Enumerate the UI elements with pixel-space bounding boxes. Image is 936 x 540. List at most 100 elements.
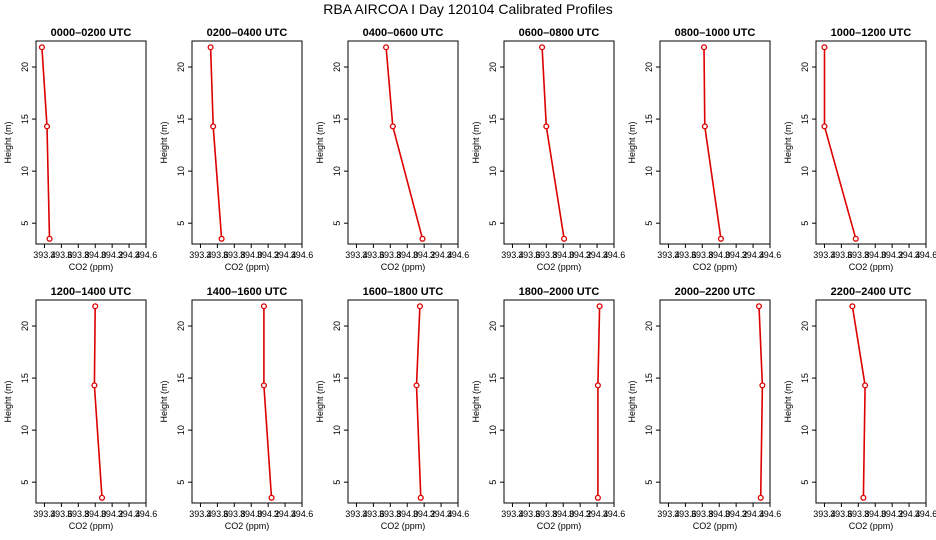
x-tick-label: 394.6 — [759, 250, 782, 260]
y-axis-label: Height (m) — [159, 380, 169, 422]
x-tick-label: 393.6 — [674, 509, 697, 519]
y-tick-label: 5 — [800, 480, 810, 485]
y-tick-label: 20 — [332, 321, 342, 331]
y-tick-label: 10 — [20, 166, 30, 176]
y-tick-label: 20 — [800, 321, 810, 331]
x-tick-label: 393.4 — [345, 250, 368, 260]
y-tick-label: 20 — [488, 321, 498, 331]
plot-frame — [347, 299, 459, 504]
x-tick-label: 394.2 — [101, 250, 124, 260]
x-tick-label: 394.4 — [586, 250, 609, 260]
x-tick-label: 394.2 — [569, 250, 592, 260]
data-point — [539, 44, 546, 51]
x-tick-label: 394.4 — [430, 509, 453, 519]
data-point — [417, 494, 424, 501]
y-tick-label: 15 — [644, 114, 654, 124]
plot-frame — [347, 40, 459, 245]
profile-line — [41, 47, 51, 239]
x-tick-label: 394.2 — [725, 250, 748, 260]
plot-frame — [503, 40, 615, 245]
x-tick-label: 394.6 — [447, 509, 470, 519]
y-tick-label: 15 — [20, 114, 30, 124]
data-point — [821, 44, 828, 51]
x-axis-label: CO2 (ppm) — [849, 521, 894, 531]
y-tick-label: 20 — [332, 62, 342, 72]
panel-title: 1800–2000 UTC — [519, 286, 600, 298]
data-point — [416, 303, 423, 310]
x-tick-label: 394.6 — [603, 509, 626, 519]
x-axis-label: CO2 (ppm) — [69, 262, 114, 272]
data-point — [46, 235, 53, 242]
y-tick-label: 10 — [332, 425, 342, 435]
profile-panel: 1600–1800 UTC393.4393.6393.8394.0394.239… — [315, 286, 469, 531]
x-tick-label: 393.8 — [67, 250, 90, 260]
x-tick-label: 394.4 — [586, 509, 609, 519]
data-point — [260, 303, 267, 310]
data-point — [383, 44, 390, 51]
y-tick-label: 20 — [20, 62, 30, 72]
profile-line — [385, 47, 424, 240]
x-tick-label: 394.0 — [396, 509, 419, 519]
x-axis-label: CO2 (ppm) — [693, 262, 738, 272]
data-point — [38, 44, 45, 51]
y-axis-label: Height (m) — [627, 121, 637, 163]
x-axis-label: CO2 (ppm) — [225, 262, 270, 272]
x-tick-label: 393.6 — [830, 509, 853, 519]
x-axis-label: CO2 (ppm) — [381, 262, 426, 272]
profile-panel: 0800–1000 UTC393.4393.6393.8394.0394.239… — [627, 27, 781, 272]
y-axis-label: Height (m) — [783, 380, 793, 422]
x-tick-label: 393.4 — [501, 509, 524, 519]
y-axis-label: Height (m) — [783, 121, 793, 163]
plot-frame — [659, 299, 771, 504]
profile-line — [263, 306, 273, 498]
x-tick-label: 394.6 — [603, 250, 626, 260]
y-tick-label: 5 — [176, 480, 186, 485]
x-tick-label: 393.6 — [362, 509, 385, 519]
y-tick-label: 20 — [644, 62, 654, 72]
x-tick-label: 394.6 — [759, 509, 782, 519]
x-tick-label: 394.0 — [864, 509, 887, 519]
data-point — [862, 382, 869, 389]
x-tick-label: 394.6 — [135, 250, 158, 260]
x-tick-label: 393.4 — [813, 250, 836, 260]
x-tick-label: 393.6 — [674, 250, 697, 260]
y-tick-label: 15 — [800, 114, 810, 124]
y-tick-label: 15 — [332, 114, 342, 124]
profile-line — [823, 47, 857, 240]
data-point — [701, 123, 708, 130]
x-tick-label: 394.4 — [274, 509, 297, 519]
x-tick-label: 394.0 — [396, 250, 419, 260]
panel-title: 0600–0800 UTC — [519, 27, 600, 39]
profile-panel: 0400–0600 UTC393.4393.6393.8394.0394.239… — [315, 27, 469, 272]
plot-frame — [503, 299, 615, 504]
profile-line — [703, 47, 722, 239]
y-tick-label: 5 — [488, 221, 498, 226]
x-tick-label: 393.6 — [518, 250, 541, 260]
x-tick-label: 393.4 — [345, 509, 368, 519]
x-tick-label: 393.8 — [379, 509, 402, 519]
x-axis-label: CO2 (ppm) — [537, 262, 582, 272]
profile-line — [93, 306, 103, 498]
x-tick-label: 394.0 — [552, 250, 575, 260]
data-point — [596, 303, 603, 310]
y-tick-label: 20 — [176, 321, 186, 331]
panel-title: 2000–2200 UTC — [675, 286, 756, 298]
x-tick-label: 394.4 — [742, 509, 765, 519]
data-point — [543, 123, 550, 130]
data-point — [419, 235, 426, 242]
x-tick-label: 393.6 — [518, 509, 541, 519]
panel-title: 1600–1800 UTC — [363, 286, 444, 298]
y-tick-label: 10 — [488, 166, 498, 176]
x-tick-label: 393.4 — [189, 250, 212, 260]
y-tick-label: 15 — [800, 373, 810, 383]
data-point — [260, 382, 267, 389]
x-tick-label: 393.8 — [535, 509, 558, 519]
y-tick-label: 15 — [488, 114, 498, 124]
profile-panel: 2000–2200 UTC393.4393.6393.8394.0394.239… — [627, 286, 781, 531]
y-axis-label: Height (m) — [315, 121, 325, 163]
data-point — [852, 235, 859, 242]
y-tick-label: 20 — [176, 62, 186, 72]
x-tick-label: 393.8 — [691, 509, 714, 519]
y-tick-label: 5 — [176, 221, 186, 226]
profile-line — [415, 306, 422, 498]
